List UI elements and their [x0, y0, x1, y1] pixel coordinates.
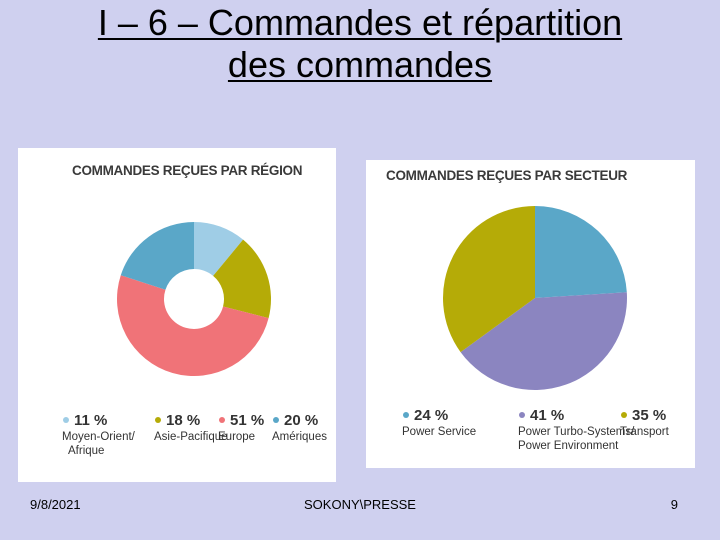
legend-label: Europe	[218, 431, 255, 443]
footer-center-text: SOKONY\PRESSE	[304, 497, 416, 512]
sector-donut-chart: COMMANDES REÇUES PAR SECTEUR 24 % Power S…	[386, 168, 670, 452]
legend-item: 18 % Asie-Pacifique	[154, 412, 228, 443]
chart-title: COMMANDES REÇUES PAR SECTEUR	[386, 168, 628, 183]
legend-dot	[519, 412, 525, 418]
legend-dot	[621, 412, 627, 418]
legend-label: Power Environment	[518, 440, 619, 452]
footer-page-number: 9	[670, 497, 678, 512]
chart-title: COMMANDES REÇUES PAR RÉGION	[72, 163, 302, 178]
legend-dot	[403, 412, 409, 418]
slide-title-line2: des commandes	[227, 44, 493, 85]
footer-date: 9/8/2021	[30, 497, 81, 512]
legend-item: 11 % Moyen-Orient/Afrique	[62, 412, 136, 457]
legend-label: Asie-Pacifique	[154, 431, 228, 443]
legend-value: 20 %	[284, 412, 318, 429]
legend-item: 51 % Europe	[218, 412, 264, 443]
legend-dot	[273, 417, 279, 423]
legend-value: 11 %	[74, 412, 107, 429]
legend-value: 41 %	[530, 407, 564, 424]
slide-title: I – 6 – Commandes et répartition des com…	[0, 2, 720, 86]
donut-slice	[460, 292, 627, 390]
legend-label: Moyen-Orient/	[62, 431, 136, 443]
legend-label: Transport	[620, 426, 670, 438]
donut-slice	[213, 239, 271, 319]
donut-slice	[120, 222, 194, 290]
legend-value: 51 %	[230, 412, 264, 429]
legend-item: 35 % Transport	[620, 407, 670, 438]
legend-label: Power Service	[402, 426, 476, 438]
legend-dot	[155, 417, 161, 423]
legend-label: Amériques	[272, 431, 327, 443]
donut-slice	[117, 275, 269, 376]
legend-item: 24 % Power Service	[402, 407, 476, 438]
legend-label: Power Turbo-Systems/	[518, 426, 635, 438]
legend-value: 24 %	[414, 407, 448, 424]
legend-value: 18 %	[166, 412, 200, 429]
sector-chart-panel: COMMANDES REÇUES PAR SECTEUR 24 % Power S…	[366, 160, 695, 468]
slide-title-line1: I – 6 – Commandes et répartition	[97, 2, 623, 43]
legend-value: 35 %	[632, 407, 666, 424]
donut-slice	[535, 206, 627, 298]
donut-slice	[443, 206, 535, 353]
legend-item: 41 % Power Turbo-Systems/Power Environmen…	[518, 407, 635, 452]
region-chart-panel: COMMANDES REÇUES PAR RÉGION 11 % Moyen-Or…	[18, 148, 336, 482]
legend-dot	[219, 417, 225, 423]
legend-item: 20 % Amériques	[272, 412, 327, 443]
legend-dot	[63, 417, 69, 423]
legend-label: Afrique	[68, 445, 104, 457]
donut-slice	[194, 222, 244, 276]
region-donut-chart: COMMANDES REÇUES PAR RÉGION 11 % Moyen-Or…	[62, 163, 327, 457]
